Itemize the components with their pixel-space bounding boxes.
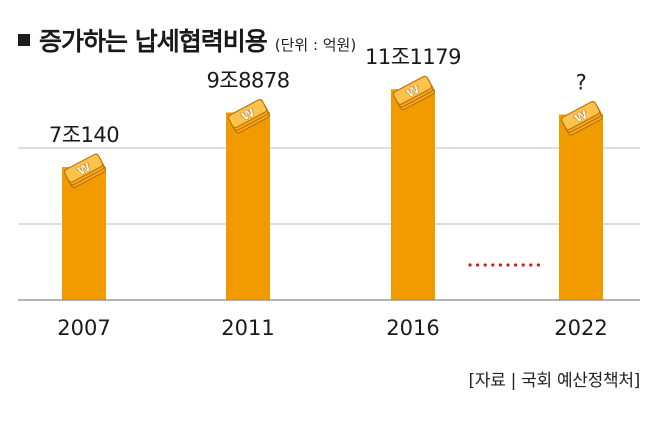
won-coin-stack-icon: ₩ bbox=[392, 75, 435, 111]
dotted-gap-annotation bbox=[468, 263, 541, 267]
x-tick-label: 2022 bbox=[554, 316, 607, 340]
x-tick-label: 2016 bbox=[386, 316, 439, 340]
dot bbox=[498, 263, 502, 267]
won-coin-stack-icon: ₩ bbox=[63, 153, 106, 189]
bar bbox=[559, 114, 603, 300]
bar-group: ₩7조140 2007 bbox=[49, 123, 120, 340]
dot bbox=[476, 263, 480, 267]
bar bbox=[391, 89, 435, 300]
x-tick-label: 2007 bbox=[57, 316, 110, 340]
coin-layer bbox=[227, 99, 268, 129]
bar-group: ₩11조1179 2016 bbox=[365, 45, 462, 340]
title-bullet-icon bbox=[18, 34, 30, 46]
bar-group: ₩9조8878 2011 bbox=[206, 69, 290, 340]
coin-layer bbox=[560, 101, 601, 131]
dot bbox=[491, 263, 495, 267]
data-label: ? bbox=[576, 70, 587, 94]
unit-label: (단위 : 억원) bbox=[274, 36, 357, 54]
chart-title: 증가하는 납세협력비용 bbox=[39, 27, 268, 56]
dot bbox=[483, 263, 487, 267]
data-label: 9조8878 bbox=[206, 69, 289, 93]
data-label: 11조1179 bbox=[365, 45, 461, 69]
x-tick-label: 2011 bbox=[221, 316, 274, 340]
coin-layer bbox=[392, 75, 433, 105]
coin-layer bbox=[63, 153, 104, 183]
bar bbox=[226, 112, 270, 300]
dot bbox=[514, 263, 518, 267]
won-coin-stack-icon: ₩ bbox=[560, 101, 603, 136]
bar bbox=[62, 167, 106, 300]
dot bbox=[529, 263, 533, 267]
data-label: 7조140 bbox=[49, 123, 119, 147]
dot bbox=[506, 263, 510, 267]
dot bbox=[468, 263, 472, 267]
bar-group: ₩? 2022 bbox=[554, 70, 607, 340]
source-note: [자료 | 국회 예산정책처] bbox=[468, 371, 641, 391]
chart-title-row: 증가하는 납세협력비용 (단위 : 억원) bbox=[18, 22, 356, 58]
dot bbox=[521, 263, 525, 267]
dot bbox=[536, 263, 541, 267]
won-coin-stack-icon: ₩ bbox=[227, 99, 270, 134]
